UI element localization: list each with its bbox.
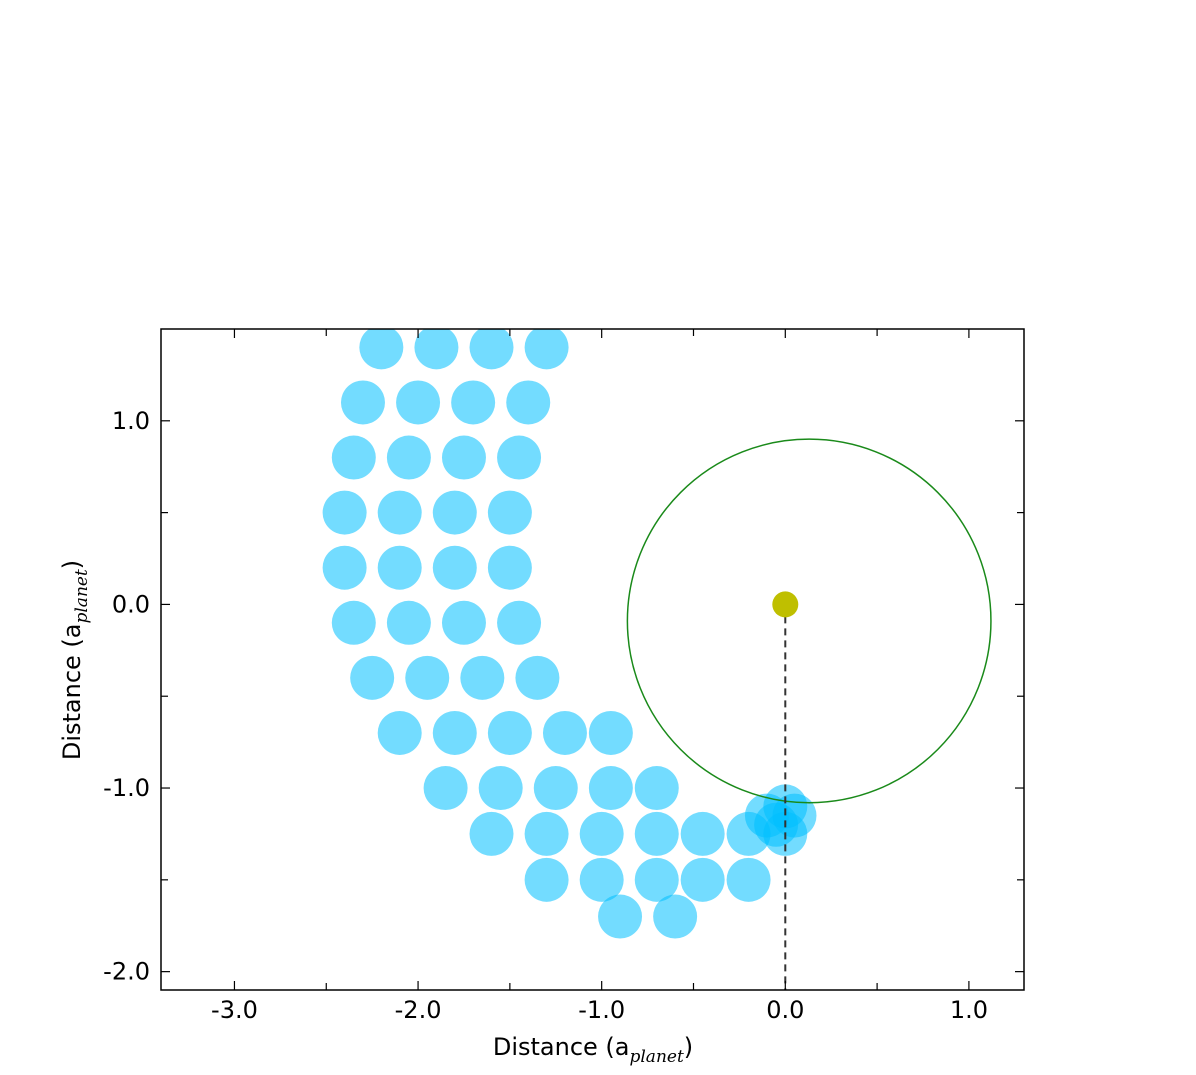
- scatter-point: [588, 710, 633, 755]
- scatter-point: [432, 545, 477, 590]
- hill-circle: [626, 438, 992, 804]
- scatter-point: [487, 545, 532, 590]
- scatter-point: [515, 655, 560, 700]
- scatter-point: [469, 811, 514, 856]
- scatter-point: [460, 655, 505, 700]
- scatter-point: [497, 600, 542, 645]
- scatter-point: [405, 655, 450, 700]
- scatter-point: [377, 710, 422, 755]
- scatter-point: [487, 490, 532, 535]
- scatter-point: [524, 329, 569, 370]
- scatter-point: [423, 766, 468, 811]
- axes: -3.0 -2.0 -1.0 0.0 1.0 -2.0 -1.0 0.0 1.0: [103, 329, 1024, 1024]
- scatter-cloud: [322, 329, 817, 939]
- y-tick-label: 1.0: [112, 407, 150, 435]
- scatter-point: [478, 766, 523, 811]
- scatter-point: [432, 710, 477, 755]
- scatter-point: [451, 380, 496, 425]
- x-tick-label: 1.0: [950, 996, 988, 1024]
- scatter-point: [524, 811, 569, 856]
- x-tick-label: -1.0: [578, 996, 625, 1024]
- scatter-point: [506, 380, 551, 425]
- scatter-point: [377, 490, 422, 535]
- x-tick-label: 0.0: [766, 996, 804, 1024]
- scatter-point: [331, 600, 376, 645]
- scatter-point: [680, 857, 725, 902]
- scatter-point: [497, 435, 542, 480]
- scatter-point: [331, 435, 376, 480]
- x-label-end: ): [684, 1033, 693, 1061]
- scatter-point: [634, 857, 679, 902]
- scatter-point: [350, 655, 395, 700]
- scatter-point: [634, 811, 679, 856]
- y-label-sub: planet: [72, 569, 92, 623]
- scatter-point: [386, 435, 431, 480]
- scatter-point: [469, 329, 514, 370]
- planet: [772, 591, 799, 618]
- scatter-point: [680, 811, 725, 856]
- y-label-main: Distance (a: [58, 624, 86, 761]
- scatter-point: [588, 766, 633, 811]
- x-tick-label: -3.0: [211, 996, 258, 1024]
- plot-frame: [160, 328, 1025, 991]
- scatter-point: [763, 784, 808, 829]
- scatter-point: [524, 857, 569, 902]
- scatter-point: [487, 710, 532, 755]
- scatter-point: [322, 545, 367, 590]
- scatter-point: [726, 857, 771, 902]
- scatter-point: [396, 380, 441, 425]
- scatter-point: [359, 329, 404, 370]
- scatter-point: [579, 811, 624, 856]
- scatter-point: [386, 600, 431, 645]
- scatter-point: [441, 435, 486, 480]
- y-tick-label: -1.0: [103, 774, 150, 802]
- scatter-point: [653, 894, 698, 939]
- scatter-point: [542, 710, 587, 755]
- scatter-point: [432, 490, 477, 535]
- y-axis-label: Distance (aplanet): [58, 560, 92, 760]
- x-label-sub: planet: [629, 1047, 683, 1067]
- scatter-point: [322, 490, 367, 535]
- scatter-point: [340, 380, 385, 425]
- scatter-point: [579, 857, 624, 902]
- overlay: [626, 438, 992, 990]
- x-axis-label: Distance (aplanet): [493, 1033, 693, 1067]
- scatter-point: [414, 329, 459, 370]
- x-tick-label: -2.0: [395, 996, 442, 1024]
- y-tick-label: 0.0: [112, 590, 150, 618]
- scatter-point: [634, 766, 679, 811]
- scatter-point: [598, 894, 643, 939]
- scatter-point: [441, 600, 486, 645]
- x-label-main: Distance (a: [493, 1033, 630, 1061]
- y-label-end: ): [58, 560, 86, 569]
- scatter-point: [377, 545, 422, 590]
- y-tick-label: -2.0: [103, 958, 150, 986]
- scatter-point: [533, 766, 578, 811]
